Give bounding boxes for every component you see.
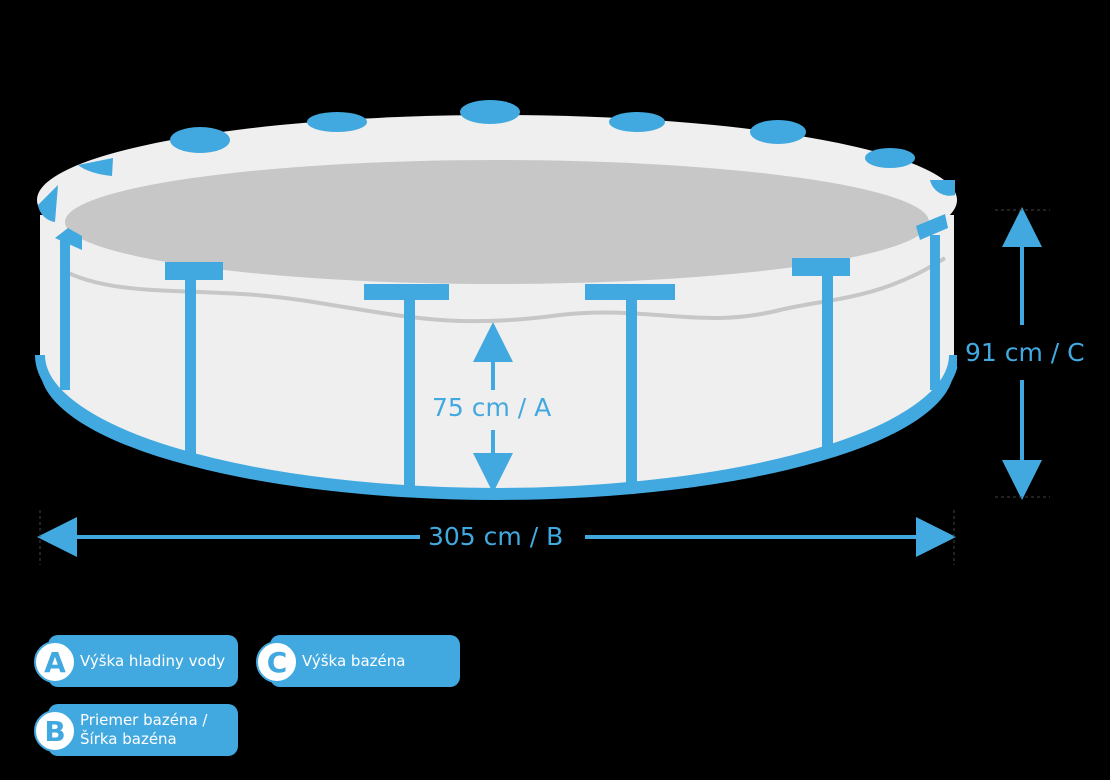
water-line [61, 256, 947, 324]
legend-label: Priemer bazéna / Šírka bazéna [80, 711, 208, 748]
diameter-label: 305 cm / B [420, 522, 572, 551]
pool-posts [55, 214, 948, 490]
water-surface [65, 160, 929, 284]
rim-clips [38, 100, 955, 222]
letter-c-badge: C [256, 641, 298, 683]
legend-item-a: A Výška hladiny vody [34, 635, 238, 687]
water-height-label: 75 cm / A [428, 393, 556, 422]
letter-b-badge: B [34, 710, 76, 752]
legend-item-c: C Výška bazéna [256, 635, 460, 687]
legend-label: Výška bazéna [302, 651, 406, 670]
pool-height-label: 91 cm / C [957, 338, 1093, 367]
letter-a-badge: A [34, 641, 76, 683]
legend-label: Výška hladiny vody [80, 651, 226, 670]
legend-item-b: B Priemer bazéna / Šírka bazéna [34, 704, 238, 756]
